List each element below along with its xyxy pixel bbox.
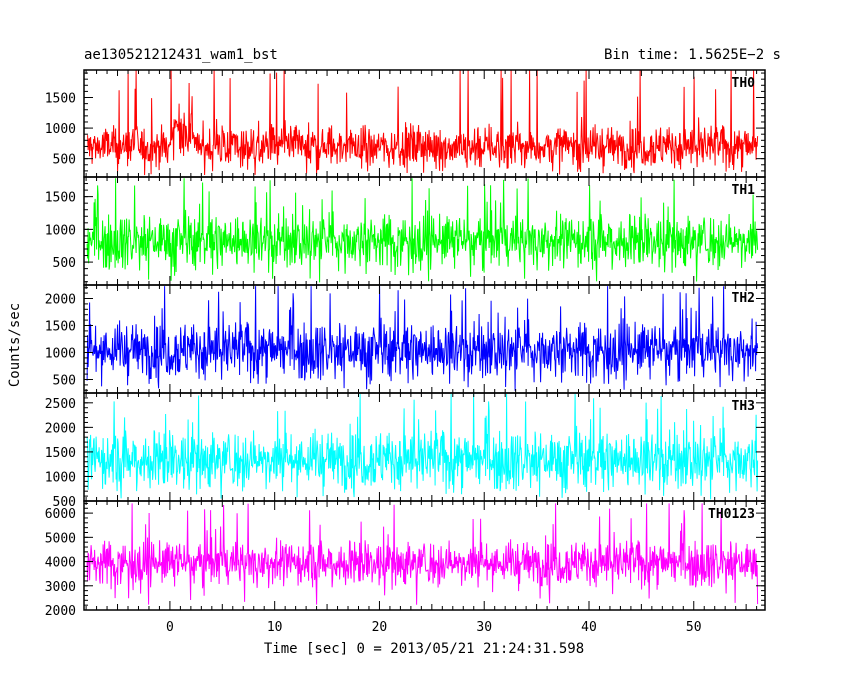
y-tick-label: 1500	[45, 191, 76, 206]
series-label-th2: TH2	[732, 291, 755, 306]
series-line-th0123	[86, 503, 759, 605]
y-tick-label: 1000	[45, 223, 76, 238]
x-tick-label: 30	[476, 620, 492, 635]
series-line-th0	[87, 70, 759, 176]
y-tick-label: 500	[53, 495, 76, 510]
x-tick-label: 40	[581, 620, 597, 635]
panel-th1: 500 1000 1500 TH1	[45, 176, 766, 286]
x-tick-label: 50	[686, 620, 702, 635]
y-tick-label: 1500	[45, 446, 76, 461]
y-tick-label: 5000	[45, 531, 76, 546]
y-tick-label: 1500	[45, 92, 76, 107]
x-tick-label: 20	[372, 620, 388, 635]
x-tick-label: 0	[166, 620, 174, 635]
panel-frame	[83, 500, 766, 611]
y-tick-label: 2000	[45, 604, 76, 619]
y-axis-label: Counts/sec	[7, 303, 23, 387]
y-tick-label: 1000	[45, 122, 76, 137]
y-tick-label: 1500	[45, 320, 76, 335]
panel-th0: 500 1000 1500 TH0	[45, 69, 766, 178]
x-axis: 0 10 20 30 40 50	[166, 620, 702, 635]
series-label-th0: TH0	[732, 76, 756, 91]
series-line-th2	[86, 286, 759, 391]
series-label-th1: TH1	[732, 183, 756, 198]
y-tick-label: 500	[53, 374, 76, 389]
y-tick-label: 2000	[45, 421, 76, 436]
y-tick-label: 1000	[45, 470, 76, 485]
y-tick-label: 500	[53, 153, 76, 168]
y-tick-label: 2500	[45, 397, 76, 412]
y-tick-label: 6000	[45, 507, 76, 522]
y-tick-label: 4000	[45, 556, 76, 571]
panel-th3: 500 1000 1500 2000 2500 TH3	[45, 392, 766, 510]
panel-th0123: 2000 3000 4000 5000 6000 TH0123	[45, 500, 766, 619]
panels-group: 500 1000 1500 TH0 500 1000 1500 TH1 500 1000 1500 2…	[45, 69, 766, 619]
y-tick-label: 3000	[45, 580, 76, 595]
x-axis-label: Time [sec] 0 = 2013/05/21 21:24:31.598	[264, 641, 584, 657]
chart-title-right: Bin time: 1.5625E−2 s	[604, 47, 781, 63]
chart-title-left: ae130521212431_wam1_bst	[84, 47, 278, 63]
series-line-th1	[86, 178, 759, 283]
y-tick-label: 1000	[45, 347, 76, 362]
x-tick-label: 10	[267, 620, 283, 635]
series-line-th3	[86, 393, 759, 500]
y-tick-label: 500	[53, 256, 76, 271]
panel-th2: 500 1000 1500 2000 TH2	[45, 284, 766, 394]
series-label-th3: TH3	[732, 399, 755, 414]
series-label-th0123: TH0123	[708, 507, 755, 522]
y-tick-label: 2000	[45, 293, 76, 308]
